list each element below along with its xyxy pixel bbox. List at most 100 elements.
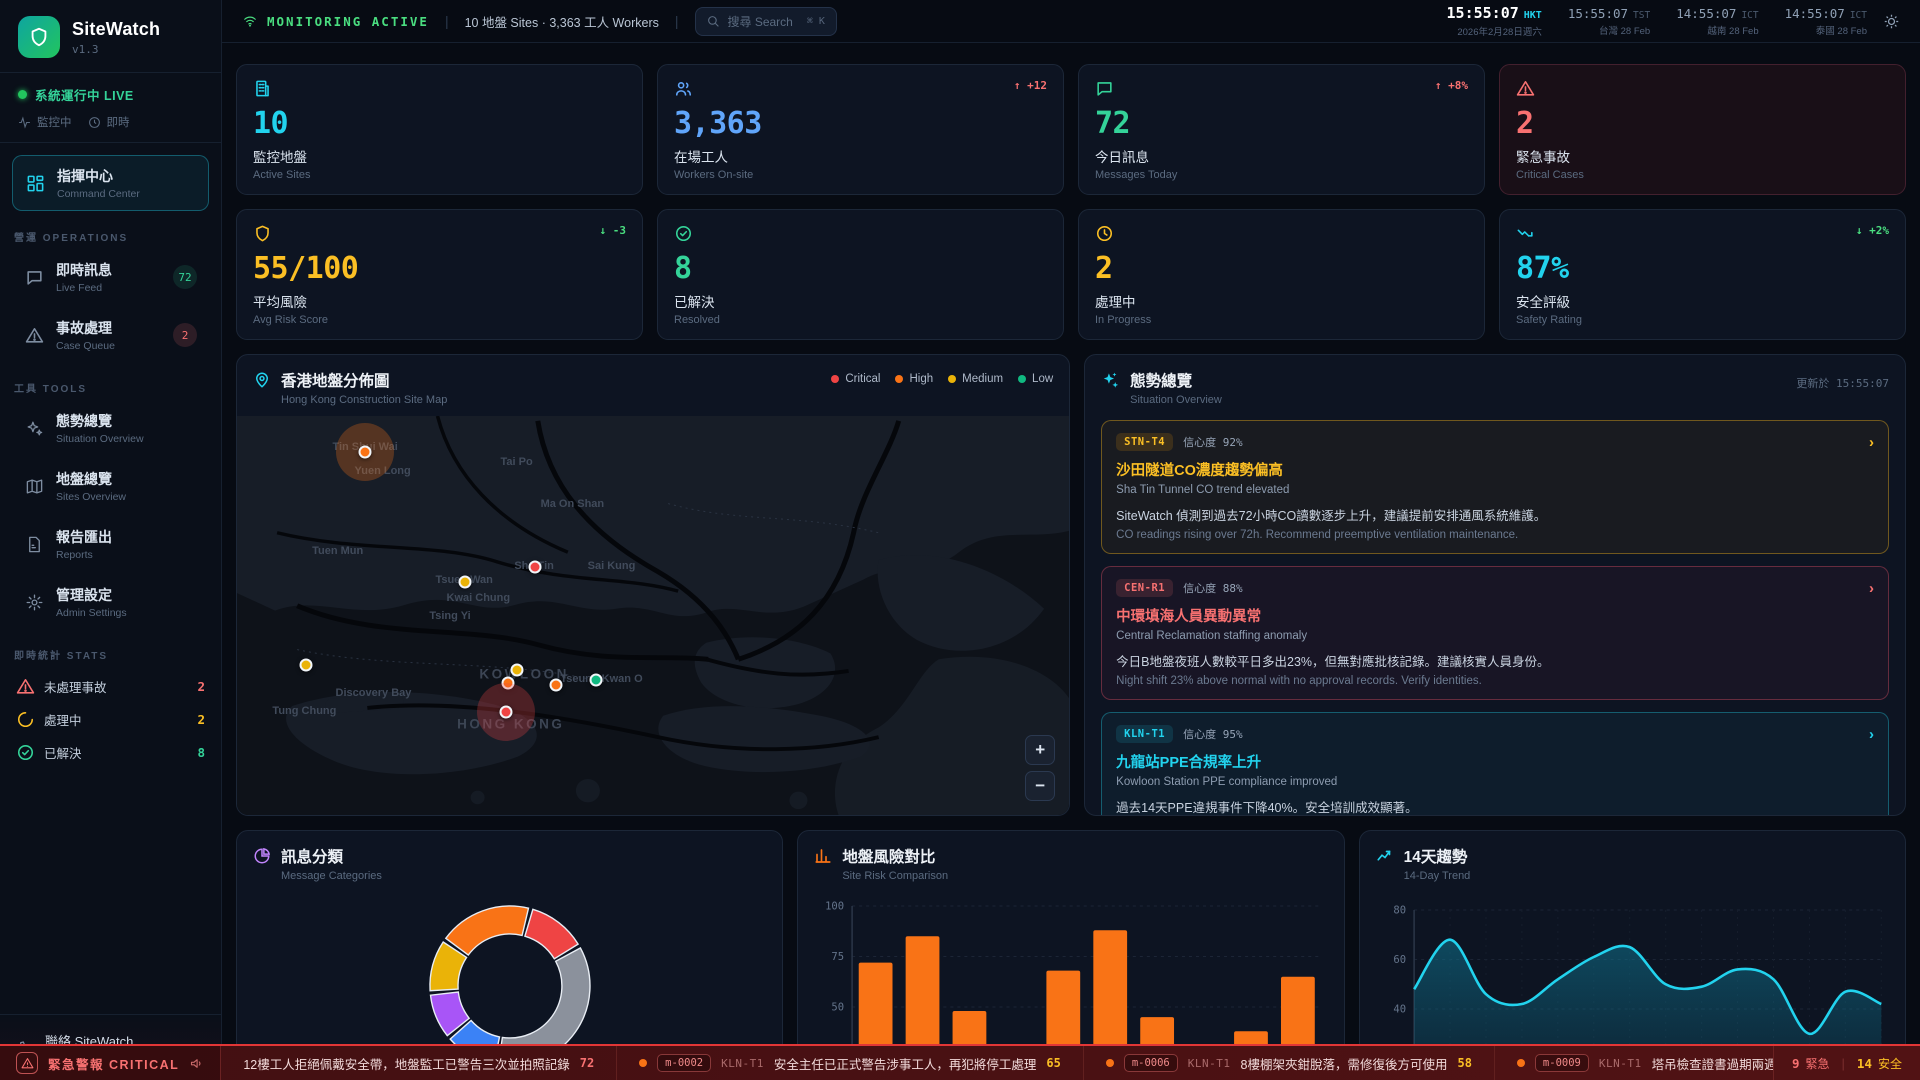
checkcircle-icon [16, 743, 35, 762]
map-panel: 香港地盤分佈圖 Hong Kong Construction Site Map … [236, 354, 1071, 816]
pie-chart-icon [254, 847, 271, 864]
map-subtitle: Hong Kong Construction Site Map [281, 394, 448, 406]
stat-label-en: Critical Cases [1516, 169, 1584, 181]
sidebar-stat-處理中: 處理中 2 [14, 703, 207, 736]
trend-indicator: ↑ +12 [1013, 79, 1047, 92]
ticker-item[interactable]: m-0002 KLN-T1 安全主任已正式警告涉事工人，再犯將停工處理 65 [617, 1046, 1084, 1080]
stat-value: 8 [674, 251, 692, 286]
stat-card-resolved: 8 已解決 Resolved [657, 209, 1064, 340]
nav-subtitle: Command Center [57, 188, 140, 200]
search-icon [707, 15, 719, 27]
sidebar-item-sites-overview[interactable]: 地盤總覽 Sites Overview [12, 459, 209, 513]
legend-item-low: Low [1018, 373, 1053, 385]
speaker-icon[interactable] [189, 1056, 204, 1071]
alert-card-kln-t1[interactable]: KLN-T1 信心度 95% › 九龍站PPE合規率上升 Kowloon Sta… [1101, 712, 1889, 815]
svg-text:50: 50 [832, 1002, 845, 1014]
stat-card-workers: ↑ +12 3,363 在場工人 Workers On-site [657, 64, 1064, 195]
shield-icon [253, 224, 272, 243]
nav-title: 指揮中心 [57, 168, 113, 184]
bars-title: 地盤風險對比 [842, 849, 936, 866]
checkcircle-icon [674, 224, 693, 243]
stat-label-en: Active Sites [253, 169, 311, 181]
spinner-icon [16, 710, 35, 729]
alert-body-en: Night shift 23% above normal with no app… [1116, 675, 1482, 687]
divider: | [1841, 1055, 1845, 1071]
site-code-badge: KLN-T1 [1116, 725, 1174, 743]
ticker-item[interactable]: 12樓工人拒絕佩戴安全帶，地盤監工已警告三次並拍照記錄 72 [221, 1046, 618, 1080]
ticker-score: 65 [1046, 1056, 1061, 1070]
donut-segment[interactable] [428, 941, 468, 992]
search-input[interactable]: 搜尋 Search ⌘ K [694, 6, 837, 36]
map-geography [237, 416, 1070, 815]
theme-toggle-button[interactable] [1883, 13, 1900, 30]
clock-ict: 14:55:07 ICT 泰國 28 Feb [1784, 5, 1867, 37]
site-marker[interactable] [458, 575, 472, 589]
site-marker[interactable] [589, 673, 603, 687]
critical-alert-ticker: 緊急警報 CRITICAL 12樓工人拒絕佩戴安全帶，地盤監工已警告三次並拍照記… [0, 1044, 1920, 1080]
site-marker[interactable] [299, 658, 313, 672]
bar-chart-icon [815, 849, 831, 863]
stat-label: 未處理事故 [44, 681, 107, 695]
donut-segment[interactable] [523, 908, 579, 960]
sidebar-item-reports[interactable]: 報告匯出 Reports [12, 517, 209, 571]
ticker-text: 塔吊檢查證書過期兩週，需立即跟進 [1651, 1057, 1773, 1072]
donut-segment[interactable] [429, 991, 470, 1037]
stat-label-zh: 在場工人 [674, 150, 728, 165]
warning-icon [1516, 79, 1535, 98]
sidebar-item-situation-overview[interactable]: 態勢總覽 Situation Overview [12, 401, 209, 455]
site-marker[interactable] [499, 705, 513, 719]
site-marker[interactable] [528, 560, 542, 574]
ticker-count-緊急: 9 緊急 [1791, 1055, 1830, 1071]
site-marker[interactable] [501, 676, 515, 690]
app-version: v1.3 [72, 42, 99, 56]
trenddown-icon [1516, 224, 1535, 243]
stats-section-label: 即時統計 STATS [14, 651, 109, 662]
topbar: MONITORING ACTIVE | 10 地盤 Sites · 3,363 … [222, 0, 1920, 43]
chevron-right-icon[interactable]: › [1869, 725, 1874, 743]
chevron-right-icon[interactable]: › [1869, 433, 1874, 451]
trend-title: 14天趨勢 [1403, 849, 1468, 866]
stat-value: 2 [197, 679, 205, 694]
risk-bar[interactable] [1093, 930, 1128, 1080]
alert-body-zh: SiteWatch 偵測到過去72小時CO讀數逐步上升，建議提前安排通風系統維護… [1116, 509, 1547, 523]
message-id-badge: m-0002 [657, 1054, 712, 1072]
stat-value: 3,363 [674, 106, 762, 141]
sidebar-item-admin-settings[interactable]: 管理設定 Admin Settings [12, 575, 209, 629]
alert-card-cen-r1[interactable]: CEN-R1 信心度 88% › 中環填海人員異動異常 Central Recl… [1101, 566, 1889, 700]
realtime-indicator: 即時 [88, 114, 130, 130]
stat-label-zh: 監控地盤 [253, 150, 307, 165]
svg-text:75: 75 [832, 951, 845, 963]
chat-icon [24, 268, 44, 287]
divider: | [674, 13, 679, 29]
app-name: SiteWatch [72, 18, 161, 39]
ticker-label: 緊急警報 CRITICAL [0, 1046, 222, 1080]
site-marker[interactable] [510, 663, 524, 677]
ticker-item[interactable]: m-0006 KLN-T1 8樓棚架夾鉗脫落，需修復後方可使用 58 [1084, 1046, 1495, 1080]
stat-label-zh: 緊急事故 [1516, 150, 1570, 165]
site-marker[interactable] [549, 678, 563, 692]
legend-dot [948, 375, 957, 383]
app-logo-row: SiteWatch v1.3 [0, 0, 221, 72]
site-code: KLN-T1 [1187, 1056, 1231, 1070]
zoom-in-button[interactable]: + [1025, 735, 1056, 765]
sidebar-item-case-queue[interactable]: 事故處理 Case Queue 2 [12, 308, 209, 362]
sidebar-item-command-center[interactable]: 指揮中心 Command Center [12, 155, 209, 211]
stat-card-active-sites: 10 監控地盤 Active Sites [236, 64, 643, 195]
ticker-score: 72 [579, 1056, 595, 1070]
site-code-badge: CEN-R1 [1116, 579, 1174, 597]
alert-title-en: Sha Tin Tunnel CO trend elevated [1116, 484, 1290, 496]
stat-label: 處理中 [44, 714, 82, 728]
bars-subtitle: Site Risk Comparison [842, 870, 949, 882]
site-marker[interactable] [358, 445, 372, 459]
zoom-out-button[interactable]: − [1025, 771, 1056, 801]
site-code: KLN-T1 [721, 1056, 764, 1070]
chevron-right-icon[interactable]: › [1869, 579, 1874, 597]
donut-segment[interactable] [444, 905, 529, 956]
people-icon [674, 79, 693, 98]
warning-icon [16, 1052, 38, 1074]
stat-label-zh: 安全評級 [1516, 295, 1570, 310]
sidebar-item-live-feed[interactable]: 即時訊息 Live Feed 72 [12, 250, 209, 304]
alert-card-stn-t4[interactable]: STN-T4 信心度 92% › 沙田隧道CO濃度趨勢偏高 Sha Tin Tu… [1101, 420, 1889, 554]
